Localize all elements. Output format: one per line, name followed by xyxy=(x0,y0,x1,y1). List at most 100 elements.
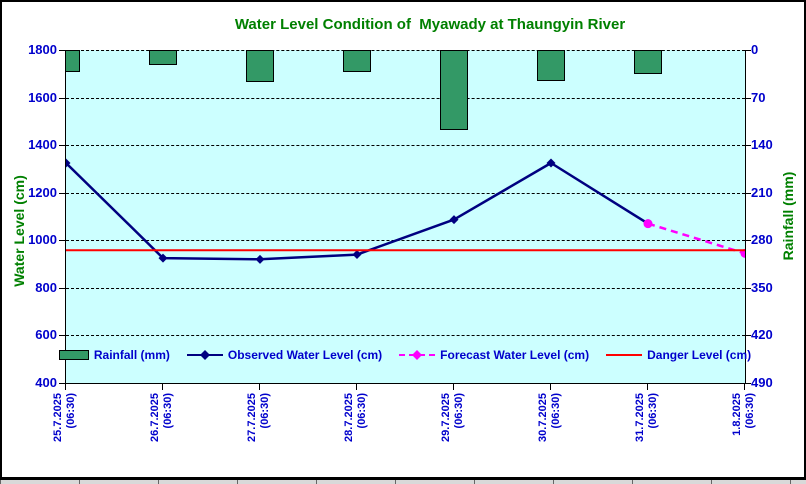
right-axis-tick-label: 0 xyxy=(751,42,759,57)
x-axis-label: 25.7.2025 (06:30) xyxy=(52,393,78,478)
x-label-time: (06:30) xyxy=(647,393,659,429)
bottom-border-line xyxy=(0,477,806,480)
legend-label-rainfall: Rainfall (mm) xyxy=(93,348,170,362)
left-axis-tick-mark xyxy=(59,383,65,384)
left-axis-tick-label: 1800 xyxy=(28,42,57,57)
right-axis-tick-mark xyxy=(745,383,751,384)
right-axis-tick-mark xyxy=(745,287,751,289)
x-label-date: 25.7.2025 xyxy=(52,393,64,442)
right-axis-title: Rainfall (mm) xyxy=(780,171,796,261)
x-axis-tick-mark xyxy=(65,384,66,390)
x-label-date: 31.7.2025 xyxy=(634,393,646,442)
rainfall-bar xyxy=(66,50,80,73)
right-axis-tick-mark xyxy=(745,145,751,147)
series-layer xyxy=(66,158,745,264)
x-label-time: (06:30) xyxy=(259,393,271,429)
forecast-line-swatch xyxy=(399,350,436,360)
x-axis-label: 29.7.2025 (06:30) xyxy=(440,393,466,478)
right-axis-tick-label: 420 xyxy=(751,327,773,343)
left-axis-tick-label: 400 xyxy=(35,375,57,390)
legend-item-rainfall: Rainfall (mm) xyxy=(58,348,170,362)
gridline xyxy=(66,192,745,194)
right-axis-tick-label: 210 xyxy=(751,184,773,200)
right-axis-tick-label: 490 xyxy=(751,375,773,390)
right-axis-tick-mark xyxy=(745,97,751,99)
gridline xyxy=(66,287,745,289)
top-border xyxy=(0,0,806,2)
legend-item-danger: Danger Level (cm) xyxy=(606,348,751,362)
right-axis-tick-label: 280 xyxy=(751,232,773,248)
left-axis-tick-mark xyxy=(59,192,65,194)
right-axis-tick-mark xyxy=(745,50,751,51)
x-label-date: 29.7.2025 xyxy=(440,393,452,442)
x-label-date: 26.7.2025 xyxy=(149,393,161,442)
x-label-time: (06:30) xyxy=(453,393,465,429)
right-axis-tick-mark xyxy=(745,240,751,242)
observed-marker-diamond xyxy=(546,158,556,168)
x-axis-label: 28.7.2025 (06:30) xyxy=(343,393,369,478)
x-axis-label: 1.8.2025 (06:30) xyxy=(731,393,757,478)
x-label-date: 1.8.2025 xyxy=(731,393,743,436)
gridline xyxy=(66,240,745,242)
left-axis-tick-mark xyxy=(59,145,65,147)
rainfall-bar xyxy=(149,50,177,65)
x-axis-label: 30.7.2025 (06:30) xyxy=(537,393,563,478)
observed-marker-diamond xyxy=(255,254,265,264)
x-axis-label: 27.7.2025 (06:30) xyxy=(246,393,272,478)
plot-area xyxy=(65,50,746,384)
x-axis-tick-mark xyxy=(162,384,163,390)
bottom-edge-ticks xyxy=(0,480,806,484)
right-axis-tick-label: 140 xyxy=(751,137,773,153)
x-label-date: 30.7.2025 xyxy=(537,393,549,442)
gridline xyxy=(66,97,745,99)
x-axis-tick-mark xyxy=(647,384,648,390)
rainfall-bar xyxy=(440,50,468,130)
rainfall-bar xyxy=(537,50,565,82)
x-label-date: 28.7.2025 xyxy=(343,393,355,442)
rainfall-bar xyxy=(634,50,662,74)
left-axis-tick-mark xyxy=(59,287,65,289)
right-axis-tick-mark xyxy=(745,192,751,194)
left-axis-tick-mark xyxy=(59,50,65,51)
observed-marker-diamond xyxy=(158,253,168,263)
left-axis-tick-label: 800 xyxy=(35,279,57,295)
gridline xyxy=(66,145,745,147)
observed-marker-diamond xyxy=(449,215,459,225)
left-axis-tick-label: 1000 xyxy=(28,232,57,248)
x-label-time: (06:30) xyxy=(744,393,756,429)
observed-line xyxy=(66,161,649,261)
left-axis-tick-label: 1400 xyxy=(28,137,57,153)
left-axis-tick-label: 1600 xyxy=(28,89,57,105)
x-axis-label: 31.7.2025 (06:30) xyxy=(634,393,660,478)
legend-item-forecast: Forecast Water Level (cm) xyxy=(399,348,589,362)
observed-line-swatch xyxy=(186,350,223,360)
observed-marker-diamond xyxy=(66,158,71,168)
x-axis-tick-mark xyxy=(550,384,551,390)
legend-item-observed: Observed Water Level (cm) xyxy=(186,348,383,362)
rainfall-bar xyxy=(246,50,274,82)
x-label-date: 27.7.2025 xyxy=(246,393,258,442)
right-axis-tick-label: 70 xyxy=(751,89,766,105)
danger-line-swatch xyxy=(606,354,643,356)
x-axis-label: 26.7.2025 (06:30) xyxy=(149,393,175,478)
left-axis-tick-label: 600 xyxy=(35,327,57,343)
forecast-line xyxy=(647,222,745,255)
left-axis-tick-mark xyxy=(59,335,65,337)
left-border xyxy=(0,0,2,480)
right-border xyxy=(804,0,806,480)
x-label-time: (06:30) xyxy=(65,393,77,429)
legend-label-observed: Observed Water Level (cm) xyxy=(227,348,383,362)
rainfall-bar xyxy=(343,50,371,73)
gridline xyxy=(66,335,745,337)
x-axis-tick-mark xyxy=(744,384,745,390)
legend: Rainfall (mm) Observed Water Level (cm) … xyxy=(58,345,751,365)
left-axis-tick-mark xyxy=(59,97,65,99)
chart-title: Water Level Condition of Myawady at Thau… xyxy=(234,16,626,33)
x-label-time: (06:30) xyxy=(162,393,174,429)
rainfall-bar-swatch xyxy=(58,350,89,360)
x-axis-tick-mark xyxy=(453,384,454,390)
left-axis-tick-label: 1200 xyxy=(28,184,57,200)
x-label-time: (06:30) xyxy=(356,393,368,429)
observed-marker-diamond xyxy=(352,250,362,260)
